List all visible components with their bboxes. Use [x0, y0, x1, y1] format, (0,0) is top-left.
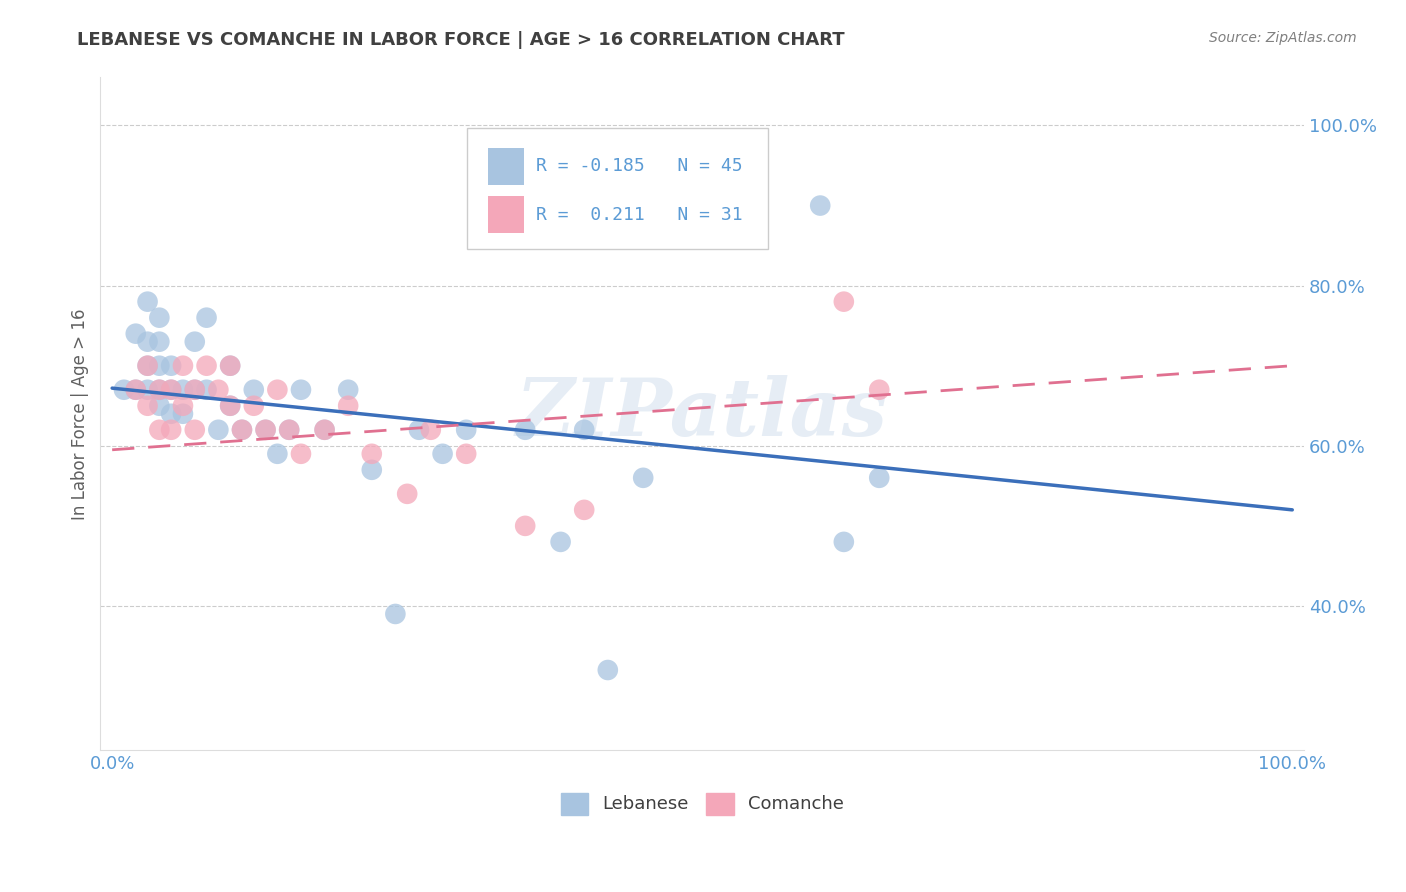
Text: R = -0.185   N = 45: R = -0.185 N = 45 [536, 157, 742, 175]
Point [832, 534, 855, 549]
Legend: Lebanese, Comanche: Lebanese, Comanche [554, 785, 851, 822]
Point [148, 399, 170, 413]
Point [136, 383, 159, 397]
Point [314, 423, 336, 437]
Point [337, 399, 360, 413]
Point [125, 383, 148, 397]
Point [808, 198, 831, 212]
Point [231, 423, 253, 437]
Text: Source: ZipAtlas.com: Source: ZipAtlas.com [1209, 31, 1357, 45]
Point [125, 383, 148, 397]
Text: LEBANESE VS COMANCHE IN LABOR FORCE | AGE > 16 CORRELATION CHART: LEBANESE VS COMANCHE IN LABOR FORCE | AG… [77, 31, 845, 49]
FancyBboxPatch shape [467, 128, 769, 249]
Point [242, 383, 264, 397]
Point [360, 447, 382, 461]
Point [219, 359, 242, 373]
Text: R =  0.211   N = 31: R = 0.211 N = 31 [536, 206, 742, 224]
Point [596, 663, 619, 677]
Point [868, 383, 890, 397]
Point [337, 383, 360, 397]
Point [148, 359, 170, 373]
Point [148, 310, 170, 325]
Point [195, 383, 218, 397]
Point [160, 383, 183, 397]
Point [112, 383, 135, 397]
Point [184, 334, 207, 349]
FancyBboxPatch shape [488, 196, 524, 234]
Point [278, 423, 301, 437]
Point [515, 519, 537, 533]
Point [136, 334, 159, 349]
Point [254, 423, 277, 437]
Point [550, 534, 572, 549]
Point [278, 423, 301, 437]
Point [136, 359, 159, 373]
Point [266, 447, 288, 461]
Point [574, 503, 596, 517]
Point [160, 383, 183, 397]
Point [136, 294, 159, 309]
Point [266, 383, 288, 397]
Point [408, 423, 430, 437]
Point [360, 463, 382, 477]
Point [832, 294, 855, 309]
Point [125, 326, 148, 341]
Point [419, 423, 441, 437]
Point [574, 423, 596, 437]
Point [219, 399, 242, 413]
Point [195, 359, 218, 373]
Point [172, 407, 194, 421]
Point [242, 399, 264, 413]
Point [868, 471, 890, 485]
Point [148, 334, 170, 349]
Point [184, 383, 207, 397]
Point [172, 359, 194, 373]
Y-axis label: In Labor Force | Age > 16: In Labor Force | Age > 16 [72, 308, 89, 519]
Point [148, 383, 170, 397]
Point [136, 399, 159, 413]
Point [290, 383, 312, 397]
Point [136, 359, 159, 373]
Point [172, 399, 194, 413]
Point [148, 423, 170, 437]
Point [231, 423, 253, 437]
Point [432, 447, 454, 461]
Point [148, 383, 170, 397]
Point [160, 423, 183, 437]
Point [207, 423, 229, 437]
Point [195, 310, 218, 325]
Point [314, 423, 336, 437]
Point [290, 447, 312, 461]
Point [456, 423, 478, 437]
Point [219, 359, 242, 373]
Point [160, 359, 183, 373]
Point [219, 399, 242, 413]
Point [456, 447, 478, 461]
Text: ZIPatlas: ZIPatlas [516, 375, 889, 452]
Point [515, 423, 537, 437]
Point [160, 407, 183, 421]
Point [396, 487, 419, 501]
Point [184, 423, 207, 437]
Point [184, 383, 207, 397]
FancyBboxPatch shape [488, 148, 524, 185]
Point [384, 607, 406, 621]
Point [631, 471, 654, 485]
Point [207, 383, 229, 397]
Point [254, 423, 277, 437]
Point [172, 383, 194, 397]
